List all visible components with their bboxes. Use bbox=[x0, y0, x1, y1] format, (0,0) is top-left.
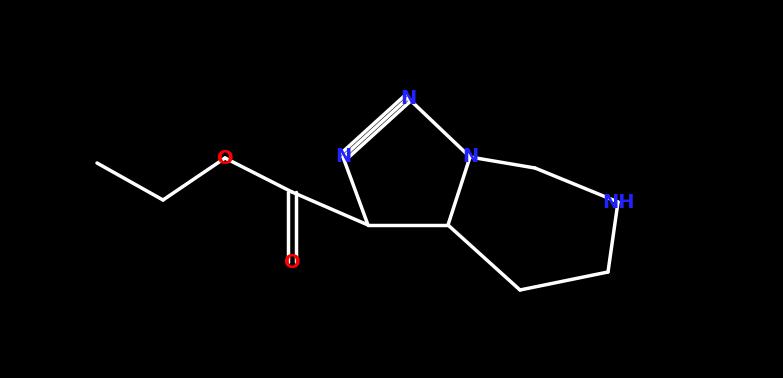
Text: O: O bbox=[283, 253, 301, 271]
Text: N: N bbox=[462, 147, 478, 166]
Text: N: N bbox=[335, 147, 351, 166]
Text: N: N bbox=[400, 88, 416, 107]
Text: O: O bbox=[217, 149, 233, 167]
Text: NH: NH bbox=[602, 192, 634, 212]
